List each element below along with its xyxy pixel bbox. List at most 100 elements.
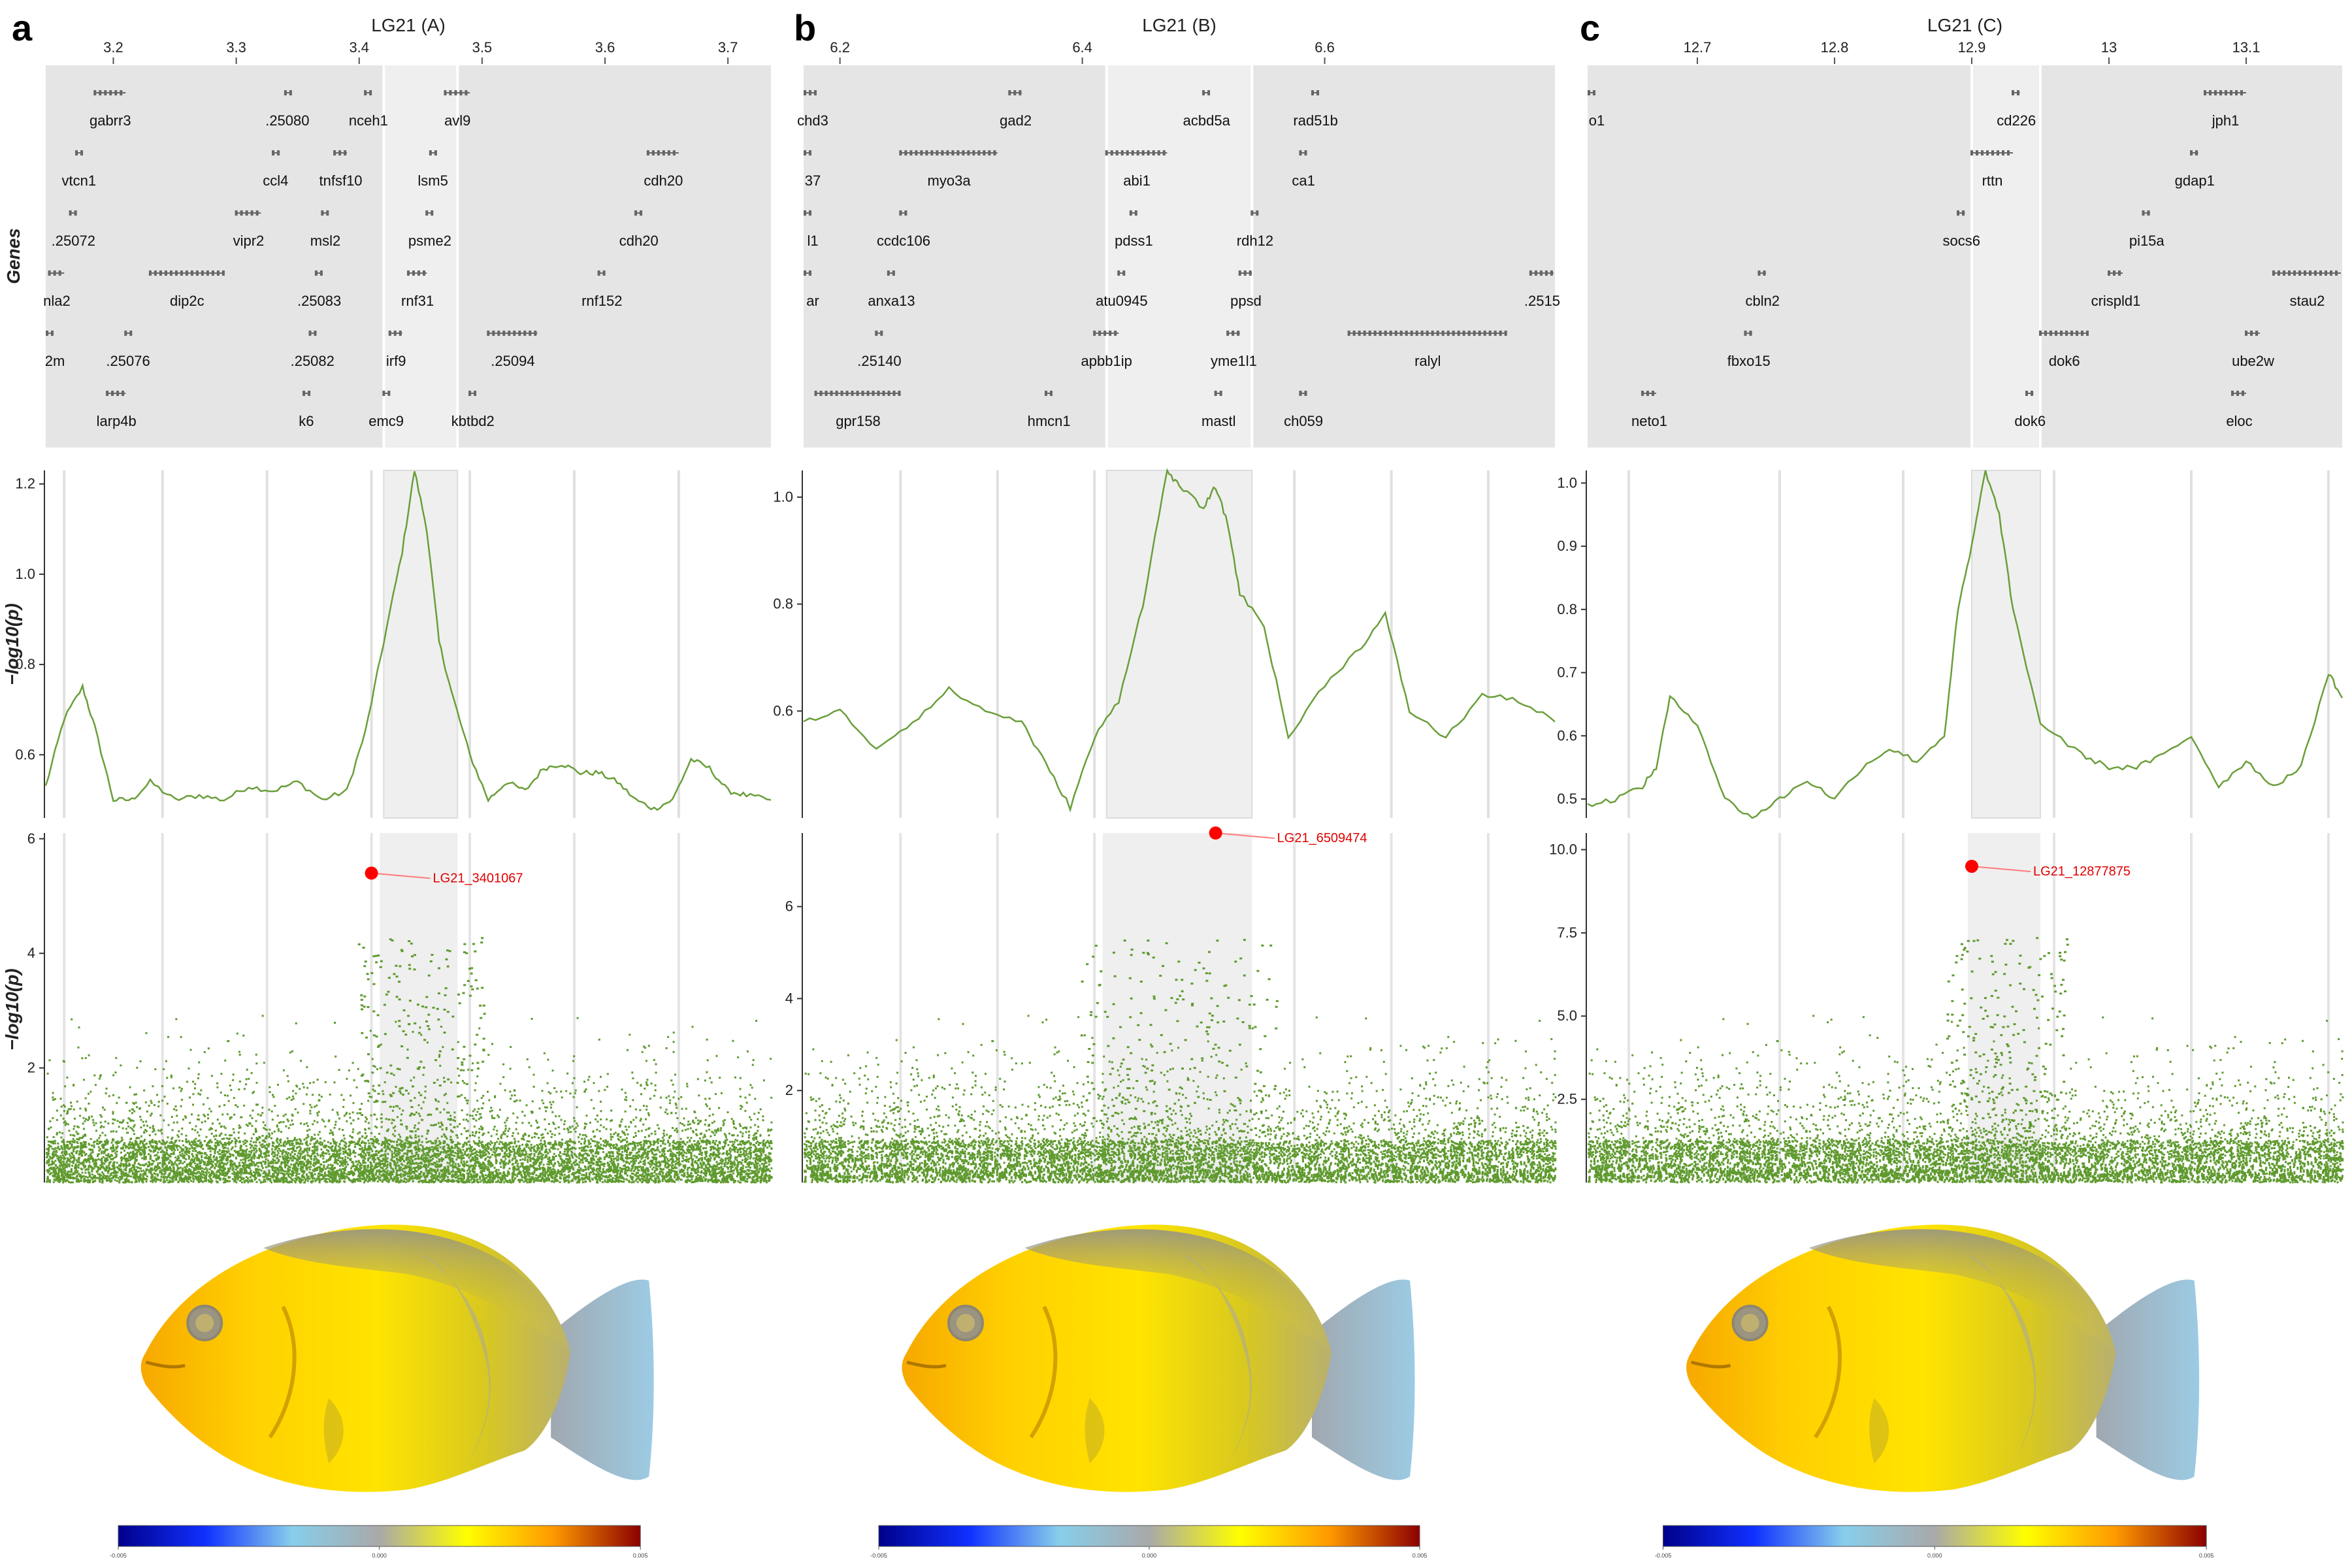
gene-label: abi1 [1123,172,1151,189]
gene-label: rad51b [1293,112,1338,129]
gene-exon [667,150,670,155]
gene-exon [866,391,870,396]
gene-exon [111,391,114,396]
gene-label: rttn [1982,172,2003,189]
gene-label: anxa13 [868,293,915,309]
gene-exon [190,270,193,276]
y-tick-label: 4 [27,945,35,961]
y-tick-label: 4 [785,990,793,1006]
gene-exon [48,270,51,276]
y-tick-label: 7.5 [1557,924,1577,941]
gene-exon [2012,90,2014,95]
fish-body [902,1224,1331,1492]
gene-exon [513,331,516,336]
gene-exon [1126,150,1129,155]
gene-label: .25140 [857,353,901,369]
gene-label: yme1l1 [1211,353,1257,369]
gene-exon [169,270,172,276]
gene-exon [1749,331,1752,336]
gene-exon [1207,90,1211,95]
y-tick-label: 10.0 [1549,841,1577,857]
gene-label: dip2c [170,293,204,309]
gene-label: eloc [2226,413,2252,429]
fish-fin [1085,1398,1105,1463]
gene-label: rdh12 [1237,233,1273,249]
gene-label: myo3a [928,172,972,189]
lead-snp-point [1965,859,1978,873]
gene-exon [804,90,806,95]
gene-label: nla2 [43,293,71,309]
gene-label: vipr2 [233,233,265,249]
gene-exon [899,210,902,216]
gene-exon [1483,331,1486,336]
gene-exon [2319,270,2322,276]
gene-label: rnf31 [401,293,434,309]
gene-label: gdap1 [2175,172,2215,189]
y-tick-label: 0.6 [15,746,35,762]
gene-exon [164,270,167,276]
gene-exon [114,90,118,95]
gene-exon [211,270,214,276]
gene-exon [1232,331,1235,336]
y-tick-label: 1.0 [773,489,793,505]
gene-exon [1399,331,1403,336]
gene-exon [2283,270,2285,276]
gene-exon [1311,90,1315,95]
gene-exon [1652,391,1654,396]
gene-exon [1358,331,1361,336]
gene-exon [2219,90,2222,95]
lead-snp-connector [1971,865,2031,872]
gene-exon [1363,331,1366,336]
gene-label: kbtbd2 [451,413,495,429]
gene-exon [602,270,606,276]
gene-exon [2076,331,2078,336]
y-tick-label: 6 [785,898,793,915]
y-tick-label: 0.5 [1557,791,1577,807]
colorbar-tick-label: 0.000 [1142,1552,1157,1559]
gene-exon [872,391,875,396]
x-tick-label: 6.4 [1072,39,1092,56]
lead-snp-connector [1215,832,1275,839]
fish-tail [551,1279,654,1480]
gene-label: .25082 [291,353,335,369]
gene-label: crispld1 [2091,293,2141,309]
gene-exon [104,90,107,95]
gene-exon [1641,391,1644,396]
gene-exon [2031,391,2033,396]
gene-exon [492,331,495,336]
gene-exon [1352,331,1356,336]
gene-exon [2070,331,2073,336]
gene-exon [2055,331,2057,336]
x-tick-label: 12.9 [1958,39,1986,56]
gene-label: irf9 [386,353,406,369]
gene-label: apbb1ip [1081,353,1132,369]
gene-label: acbd5a [1183,112,1231,129]
gene-exon [1250,210,1254,216]
y-tick-label: 0.6 [773,702,793,719]
gene-exon [417,270,420,276]
gene-exon [53,270,56,276]
gene-exon [1410,331,1413,336]
gene-label: hmcn1 [1028,413,1071,429]
gene-exon [534,331,537,336]
gene-exon [2288,270,2291,276]
gene-exon [116,391,120,396]
gene-exon [333,150,336,155]
gene-exon [1299,391,1302,396]
gene-exon [835,391,838,396]
gene-exon [1646,391,1649,396]
gene-exon [809,210,811,216]
colorbar-tick-label: 0.005 [633,1552,648,1559]
gene-label: l1 [807,233,818,249]
gene-exon [1529,270,1532,276]
gene-exon [1044,391,1047,396]
colorbar-tick-label: 0.005 [1413,1552,1428,1559]
gene-label: gad2 [1000,112,1032,129]
gene-exon [904,150,907,155]
gene-exon [364,90,367,95]
gene-exon [423,270,425,276]
gene-exon [892,391,896,396]
gene-exon [1238,270,1241,276]
colorbar [118,1525,641,1547]
gene-exon [93,90,97,95]
